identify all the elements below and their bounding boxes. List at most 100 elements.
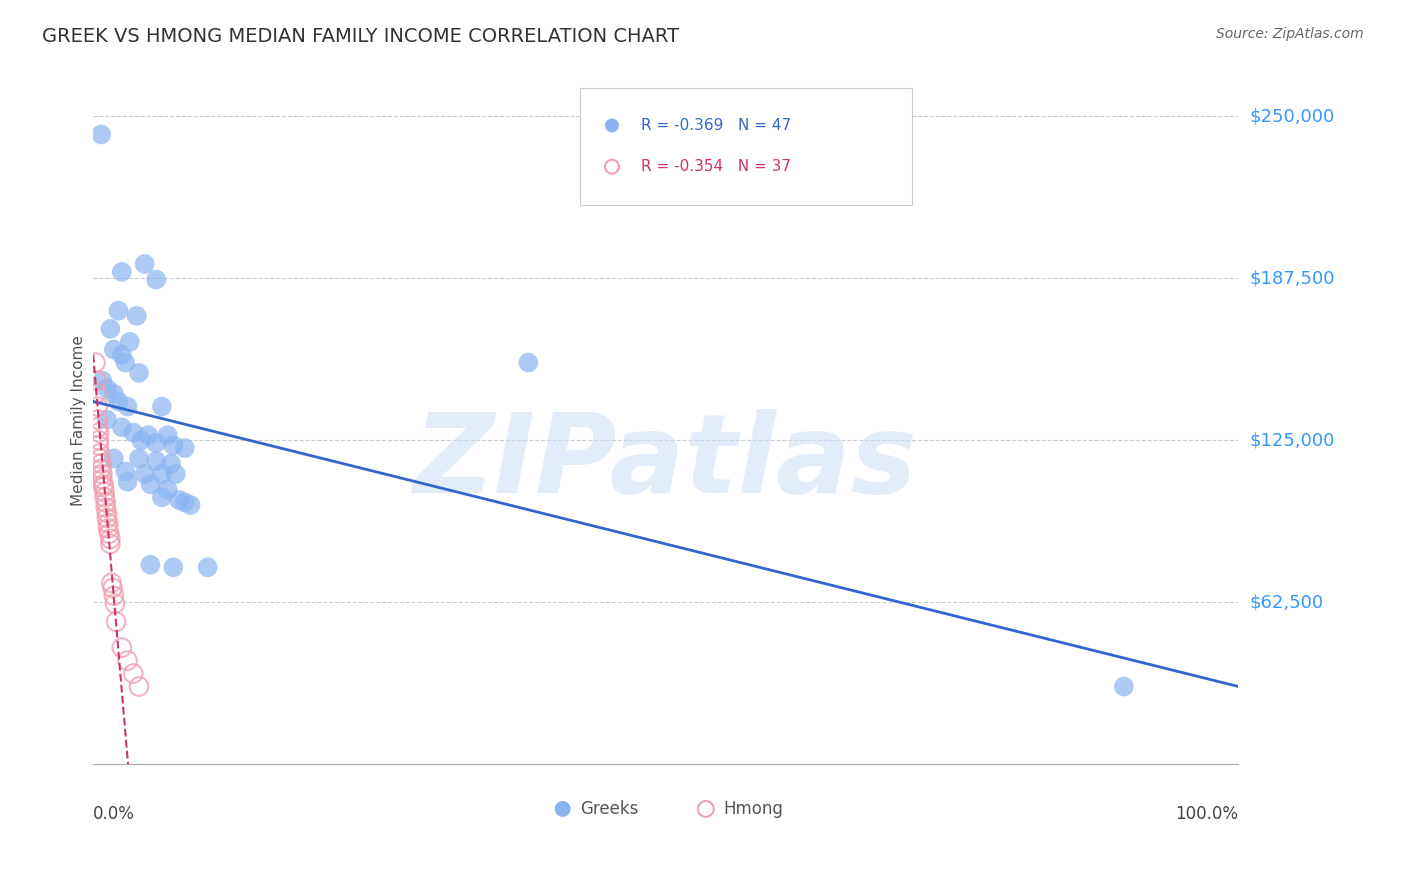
Point	[118, 334, 141, 349]
Point	[129, 434, 152, 448]
Point	[139, 477, 162, 491]
Point	[111, 265, 134, 279]
Point	[87, 412, 110, 426]
Y-axis label: Median Family Income: Median Family Income	[72, 335, 86, 507]
Point	[96, 381, 118, 395]
Point	[107, 394, 129, 409]
Point	[551, 757, 574, 772]
Point	[156, 483, 179, 497]
Point	[180, 498, 202, 512]
Point	[150, 491, 173, 505]
Point	[97, 516, 120, 531]
Point	[145, 454, 167, 468]
Text: R = -0.354   N = 37: R = -0.354 N = 37	[641, 160, 790, 174]
Text: $250,000: $250,000	[1250, 107, 1336, 125]
Point	[86, 386, 108, 401]
Point	[111, 348, 134, 362]
Point	[100, 575, 122, 590]
Point	[114, 464, 136, 478]
Point	[600, 757, 623, 772]
Point	[98, 537, 121, 551]
Point	[103, 451, 125, 466]
Point	[111, 640, 134, 655]
Point	[117, 400, 139, 414]
Point	[114, 355, 136, 369]
Text: Hmong: Hmong	[723, 800, 783, 818]
Point	[517, 355, 540, 369]
Point	[145, 272, 167, 286]
Point	[90, 462, 112, 476]
Point	[103, 386, 125, 401]
Point	[90, 128, 112, 142]
Point	[695, 757, 717, 772]
Point	[87, 438, 110, 452]
Point	[150, 400, 173, 414]
Point	[111, 420, 134, 434]
Point	[87, 425, 110, 440]
Point	[117, 654, 139, 668]
Point	[125, 309, 148, 323]
Point	[104, 597, 127, 611]
Point	[134, 257, 156, 271]
Text: $125,000: $125,000	[1250, 432, 1336, 450]
Point	[98, 322, 121, 336]
Point	[87, 400, 110, 414]
Point	[98, 532, 121, 546]
Point	[101, 581, 124, 595]
Point	[89, 446, 111, 460]
Point	[84, 355, 107, 369]
Point	[150, 467, 173, 481]
Point	[156, 428, 179, 442]
Text: 100.0%: 100.0%	[1175, 805, 1239, 823]
Text: Greeks: Greeks	[579, 800, 638, 818]
Point	[128, 680, 150, 694]
Text: GREEK VS HMONG MEDIAN FAMILY INCOME CORRELATION CHART: GREEK VS HMONG MEDIAN FAMILY INCOME CORR…	[42, 27, 679, 45]
Text: $62,500: $62,500	[1250, 593, 1324, 611]
Point	[103, 589, 125, 603]
Point	[91, 467, 114, 481]
Point	[89, 451, 111, 466]
Point	[162, 438, 184, 452]
Point	[93, 477, 115, 491]
Point	[93, 491, 115, 505]
Point	[91, 374, 114, 388]
Point	[87, 420, 110, 434]
Point	[97, 521, 120, 535]
Text: R = -0.369   N = 47: R = -0.369 N = 47	[641, 118, 790, 133]
Point	[128, 366, 150, 380]
Point	[107, 303, 129, 318]
FancyBboxPatch shape	[579, 87, 912, 204]
Point	[117, 475, 139, 489]
Point	[105, 615, 128, 629]
Text: Source: ZipAtlas.com: Source: ZipAtlas.com	[1216, 27, 1364, 41]
Point	[134, 467, 156, 481]
Point	[173, 495, 195, 509]
Point	[197, 560, 219, 574]
Point	[136, 428, 159, 442]
Point	[600, 757, 623, 772]
Point	[122, 425, 145, 440]
Point	[165, 467, 187, 481]
Point	[94, 495, 117, 509]
Point	[93, 485, 115, 500]
Point	[167, 492, 190, 507]
Point	[94, 500, 117, 515]
Point	[1112, 680, 1135, 694]
Point	[96, 412, 118, 426]
Point	[96, 506, 118, 520]
Point	[173, 441, 195, 455]
Point	[91, 472, 114, 486]
Point	[93, 480, 115, 494]
Point	[98, 526, 121, 541]
Point	[103, 343, 125, 357]
Point	[90, 457, 112, 471]
Point	[145, 436, 167, 450]
Point	[162, 560, 184, 574]
Point	[139, 558, 162, 572]
Text: ZIPatlas: ZIPatlas	[413, 409, 918, 516]
Point	[86, 374, 108, 388]
Text: $187,500: $187,500	[1250, 269, 1336, 287]
Point	[87, 434, 110, 448]
Point	[160, 457, 183, 471]
Text: 0.0%: 0.0%	[93, 805, 135, 823]
